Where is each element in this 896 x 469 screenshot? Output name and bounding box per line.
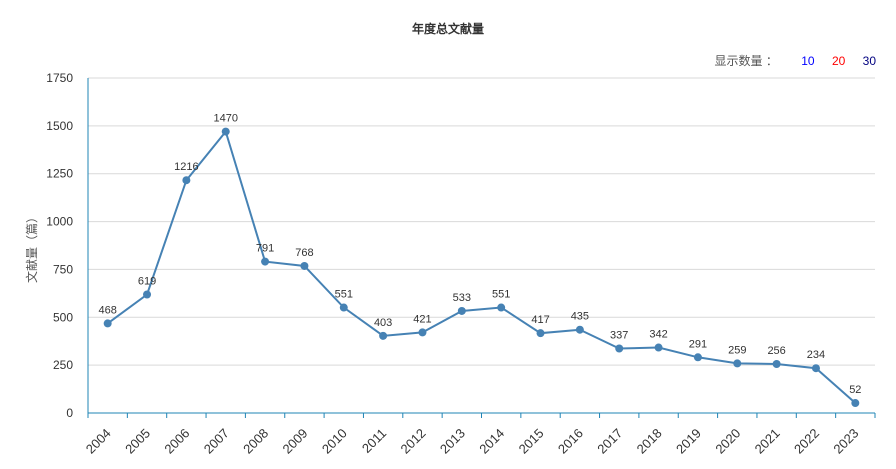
x-tick-label: 2016 (555, 426, 586, 457)
data-point[interactable] (103, 319, 112, 328)
data-label: 468 (98, 304, 116, 316)
y-tick-label: 1750 (46, 71, 73, 85)
y-tick-label: 0 (66, 406, 73, 420)
data-label: 337 (610, 329, 628, 341)
series-line (107, 129, 856, 404)
x-tick-label: 2019 (673, 426, 704, 457)
x-tick-label: 2018 (634, 426, 665, 457)
data-label: 417 (531, 314, 549, 326)
x-tick-label: 2012 (398, 426, 429, 457)
display-count-label: 显示数量 ： (714, 54, 778, 68)
data-points (103, 127, 860, 408)
x-tick-label: 2020 (712, 426, 743, 457)
x-tick-label: 2023 (830, 426, 861, 457)
data-point[interactable] (693, 353, 702, 362)
data-label: 551 (492, 289, 510, 301)
data-label: 768 (295, 247, 313, 259)
data-point[interactable] (379, 331, 388, 340)
data-point[interactable] (221, 127, 230, 136)
x-tick-label: 2009 (279, 426, 310, 457)
count-option-10[interactable]: 10 (801, 54, 815, 68)
y-tick-label: 1500 (46, 119, 73, 133)
x-tick-label: 2007 (201, 426, 232, 457)
data-label: 234 (807, 349, 825, 361)
x-tick-label: 2006 (161, 426, 192, 457)
data-point[interactable] (182, 176, 191, 185)
x-tick-label: 2005 (122, 426, 153, 457)
data-label: 342 (649, 329, 667, 341)
display-count-switch: 显示数量 ： 10 20 30 (715, 52, 876, 69)
data-label: 435 (571, 311, 589, 323)
y-tick-label: 750 (53, 262, 73, 276)
data-point[interactable] (654, 343, 663, 352)
data-label: 551 (335, 289, 353, 301)
data-label: 421 (413, 313, 431, 325)
data-labels: 468 619 1216 1470 791 768 551 403 421 533 551 417 43… (98, 113, 861, 396)
data-point[interactable] (536, 329, 545, 338)
data-point[interactable] (811, 364, 820, 373)
gridlines (88, 77, 875, 366)
y-tick-label: 1250 (46, 167, 73, 181)
x-tick-label: 2008 (240, 426, 271, 457)
x-tick-label: 2004 (83, 426, 114, 457)
data-point[interactable] (143, 290, 152, 299)
data-label: 619 (138, 276, 156, 288)
data-point[interactable] (733, 359, 742, 368)
data-point[interactable] (418, 328, 427, 337)
data-label: 52 (849, 384, 861, 396)
x-tick-label: 2013 (437, 426, 468, 457)
data-label: 1470 (213, 113, 237, 125)
data-label: 256 (767, 345, 785, 357)
y-axis-ticks: 0 250 500 750 1000 1250 1500 1750 (46, 71, 73, 420)
data-label: 403 (374, 317, 392, 329)
data-label: 291 (689, 338, 707, 350)
data-point[interactable] (615, 344, 624, 353)
data-label: 259 (728, 344, 746, 356)
count-option-20[interactable]: 20 (831, 54, 846, 68)
x-tick-label: 2021 (752, 426, 783, 457)
data-point[interactable] (575, 325, 584, 334)
data-point[interactable] (851, 399, 860, 408)
data-label: 533 (453, 292, 471, 304)
y-tick-label: 250 (53, 358, 73, 372)
chart-title: 年度总文献量 (411, 22, 484, 36)
y-axis-label: 文献量（篇） (24, 211, 39, 283)
data-point[interactable] (300, 261, 309, 270)
count-option-30[interactable]: 30 (862, 54, 876, 68)
data-point[interactable] (497, 303, 506, 312)
x-tick-label: 2010 (319, 426, 350, 457)
y-tick-label: 500 (53, 310, 73, 324)
data-point[interactable] (772, 359, 781, 368)
x-tick-label: 2017 (594, 426, 625, 457)
x-tick-label: 2014 (476, 426, 507, 457)
x-tick-label: 2015 (516, 426, 547, 457)
y-tick-label: 1000 (46, 215, 73, 229)
data-label: 791 (256, 243, 274, 255)
x-tick-label: 2022 (791, 426, 822, 457)
data-point[interactable] (261, 257, 270, 266)
data-label: 1216 (174, 161, 198, 173)
data-point[interactable] (339, 303, 348, 312)
data-point[interactable] (457, 306, 466, 315)
x-tick-label: 2011 (359, 426, 389, 456)
x-axis-ticks: 2004 2005 2006 2007 2008 2009 2010 2011 2012 2013… (83, 413, 876, 457)
